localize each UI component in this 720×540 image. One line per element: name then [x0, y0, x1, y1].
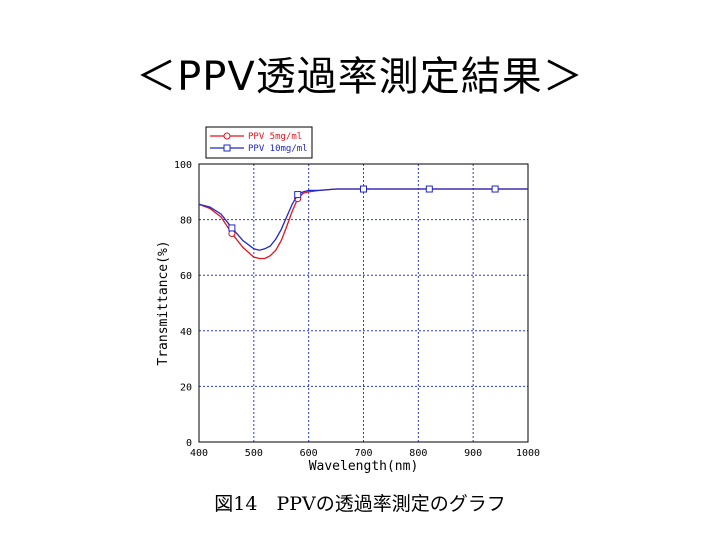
y-tick-label: 0 [186, 438, 192, 449]
x-tick-label: 500 [245, 448, 263, 459]
data-point [228, 224, 236, 232]
x-tick-label: 400 [190, 448, 208, 459]
legend-box [205, 126, 313, 159]
series-layer [198, 185, 528, 260]
legend-label: PPV 5mg/ml [248, 132, 302, 142]
tick-layer: 400 500 600 700 800 900 1000 0 20 40 60 80 100 [174, 160, 540, 459]
y-tick-label: 20 [180, 382, 192, 393]
figure-caption: 図14 PPVの透過率測定のグラフ [214, 493, 506, 515]
y-axis-title: Transmittance(%) [156, 240, 171, 365]
data-point [425, 185, 433, 193]
x-tick-label: 700 [354, 448, 372, 459]
y-tick-label: 60 [180, 271, 192, 282]
transmittance-chart: 400 500 600 700 800 900 1000 0 20 40 60 80 100 PPV 5… [156, 126, 540, 474]
series-line-2 [198, 188, 528, 251]
x-tick-label: 1000 [516, 448, 540, 459]
grid-layer [199, 164, 528, 442]
legend-marker [223, 144, 231, 152]
y-tick-label: 40 [180, 327, 192, 338]
y-tick-label: 100 [174, 160, 192, 171]
data-point [360, 185, 367, 193]
x-tick-label: 600 [300, 448, 318, 459]
slide-title: ＜PPV透過率測定結果＞ [136, 54, 584, 100]
x-axis-title: Wavelength(nm) [309, 459, 419, 474]
plot-frame [198, 163, 529, 443]
legend-label: PPV 10mg/ml [248, 144, 308, 154]
y-tick-label: 80 [180, 216, 192, 227]
x-tick-label: 900 [464, 448, 482, 459]
legend-marker [223, 132, 231, 140]
legend: PPV 5mg/ml PPV 10mg/ml [205, 126, 313, 159]
data-point [294, 191, 302, 199]
data-point [491, 185, 499, 193]
x-tick-label: 800 [409, 448, 427, 459]
